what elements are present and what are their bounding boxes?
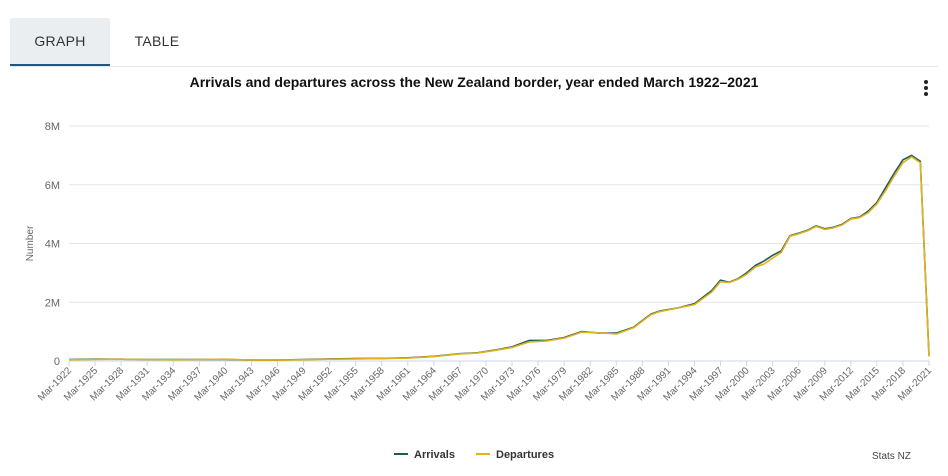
legend-item-arrivals[interactable]: Arrivals (394, 449, 455, 461)
y-axis-ticks: 0 2M 4M 6M 8M (45, 121, 60, 368)
grid-lines (69, 125, 929, 362)
y-tick-label: 2M (45, 297, 60, 309)
credit-text: Stats NZ (872, 451, 911, 462)
tab-table[interactable]: TABLE (134, 33, 180, 49)
series-lines (68, 154, 930, 361)
legend-item-departures[interactable]: Departures (476, 449, 554, 461)
y-tick-label: 4M (45, 239, 60, 251)
y-tick-label: 0 (54, 356, 60, 368)
tab-graph[interactable]: GRAPH (10, 18, 110, 66)
view-tabs: GRAPH TABLE (10, 18, 938, 67)
legend-label-arrivals: Arrivals (414, 449, 455, 461)
arrivals-swatch (394, 453, 408, 456)
chart-title: Arrivals and departures across the New Z… (189, 74, 759, 90)
departures-line (68, 156, 930, 361)
arrivals-line (68, 154, 930, 361)
departures-swatch (476, 453, 490, 456)
legend-label-departures: Departures (496, 449, 555, 461)
x-axis: Mar-1922Mar-1925Mar-1928Mar-1931Mar-1934… (36, 361, 934, 403)
legend: Arrivals Departures (0, 449, 948, 463)
y-tick-label: 6M (45, 180, 60, 192)
y-axis-label: Number (25, 225, 36, 261)
y-tick-label: 8M (45, 121, 60, 133)
more-vertical-icon[interactable] (918, 78, 934, 98)
